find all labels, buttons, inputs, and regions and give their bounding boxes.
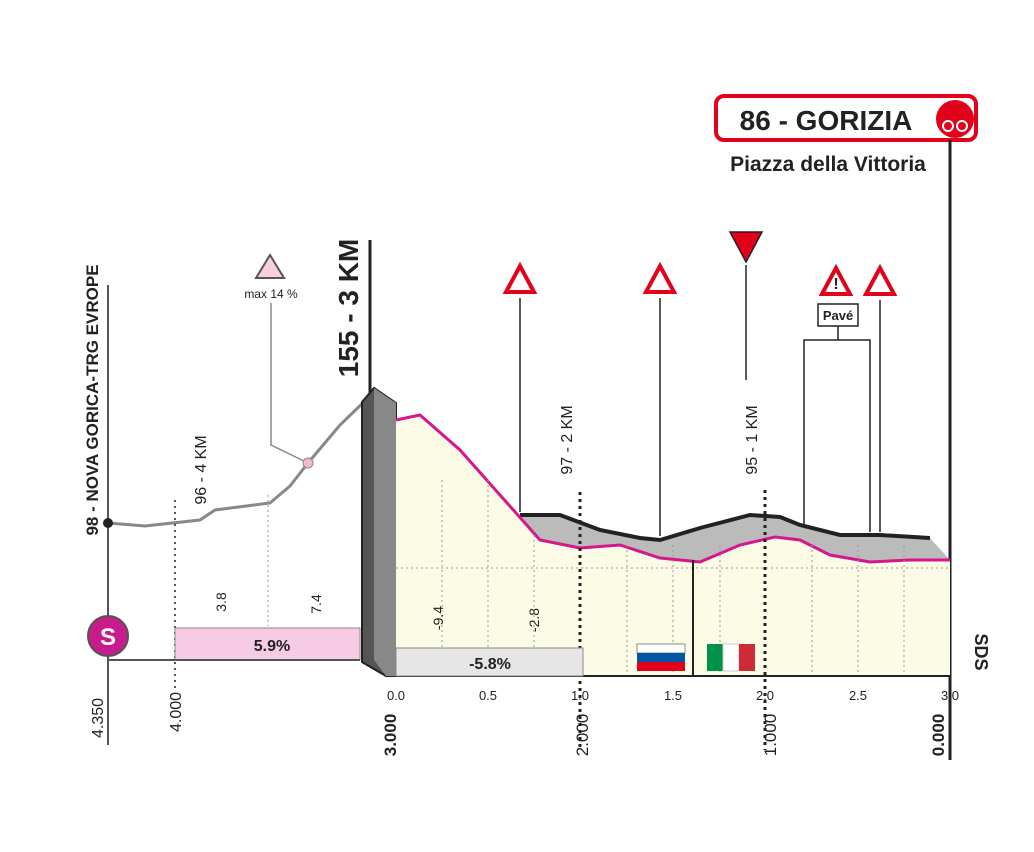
distance-label: 4.350 bbox=[90, 698, 107, 738]
max-dot bbox=[302, 457, 314, 469]
distance-label: 2.000 bbox=[573, 714, 592, 757]
road-shade bbox=[520, 515, 950, 562]
start-dot bbox=[103, 518, 113, 528]
max-gradient: max 14 % bbox=[244, 287, 298, 301]
subtitle: Piazza della Vittoria bbox=[730, 153, 926, 176]
start-badge-label: S bbox=[100, 624, 116, 651]
three-km-label: 155 - 3 KM bbox=[333, 239, 364, 378]
x-tick-label: 1.0 bbox=[571, 688, 589, 703]
curve-sign bbox=[862, 263, 898, 296]
gradient-label: 3.8 bbox=[213, 592, 229, 612]
distance-label: 4.000 bbox=[168, 692, 185, 732]
title: 86 - GORIZIA bbox=[740, 105, 913, 136]
x-tick-label: 0.5 bbox=[479, 688, 497, 703]
four-km-label: 96 - 4 KM bbox=[193, 435, 210, 504]
flag-slovenia bbox=[637, 653, 685, 662]
profile-line bbox=[107, 396, 370, 528]
avg-label: -5.8% bbox=[469, 656, 511, 673]
warning-signs bbox=[502, 261, 898, 296]
flag-italy bbox=[739, 644, 755, 671]
flag-slovenia bbox=[636, 643, 686, 654]
profile-line bbox=[395, 413, 950, 564]
flag-slovenia bbox=[637, 662, 685, 671]
logo: SDS bbox=[971, 633, 991, 670]
x-tick-label: 3.0 bbox=[941, 688, 959, 703]
max-sign bbox=[254, 253, 286, 279]
finish-icon bbox=[936, 100, 974, 138]
curve-sign bbox=[502, 261, 538, 294]
flamme-rouge bbox=[728, 231, 764, 264]
x-tick-label: 2.0 bbox=[756, 688, 774, 703]
title-box bbox=[714, 94, 978, 142]
icon-wheel bbox=[942, 120, 954, 132]
x-tick-label: 1.5 bbox=[664, 688, 682, 703]
x-tick-label: 0.0 bbox=[387, 688, 405, 703]
two-km-label: 97 - 2 KM bbox=[559, 405, 576, 474]
gradient-label: -2.8 bbox=[526, 608, 542, 632]
gradient-label: 7.4 bbox=[308, 594, 324, 614]
distance-label: 1.000 bbox=[761, 714, 780, 757]
one-km-label: 95 - 1 KM bbox=[744, 405, 761, 474]
flag-italy bbox=[707, 644, 723, 671]
start-label: 98 - NOVA GORICA-TRG EVROPE bbox=[83, 264, 102, 535]
distance-label: 3.000 bbox=[381, 714, 400, 757]
sign-glyph: ! bbox=[833, 276, 838, 293]
distance-label: 0.000 bbox=[929, 714, 948, 757]
pointer bbox=[270, 303, 309, 464]
curve-sign bbox=[642, 261, 678, 294]
avg-bar bbox=[395, 647, 584, 677]
pointer bbox=[803, 326, 871, 532]
pointers bbox=[519, 265, 881, 536]
pave-label: Pavé bbox=[823, 308, 853, 323]
gradient-label: -9.4 bbox=[430, 606, 446, 630]
x-tick-label: 2.5 bbox=[849, 688, 867, 703]
profile-block-face bbox=[374, 388, 396, 676]
danger-sign bbox=[818, 263, 854, 296]
avg-label: 5.9% bbox=[254, 638, 290, 655]
pave-box bbox=[817, 303, 859, 327]
road-line bbox=[520, 512, 931, 543]
start-badge bbox=[87, 615, 129, 657]
icon-wheel bbox=[956, 120, 968, 132]
flag-italy bbox=[722, 643, 740, 672]
